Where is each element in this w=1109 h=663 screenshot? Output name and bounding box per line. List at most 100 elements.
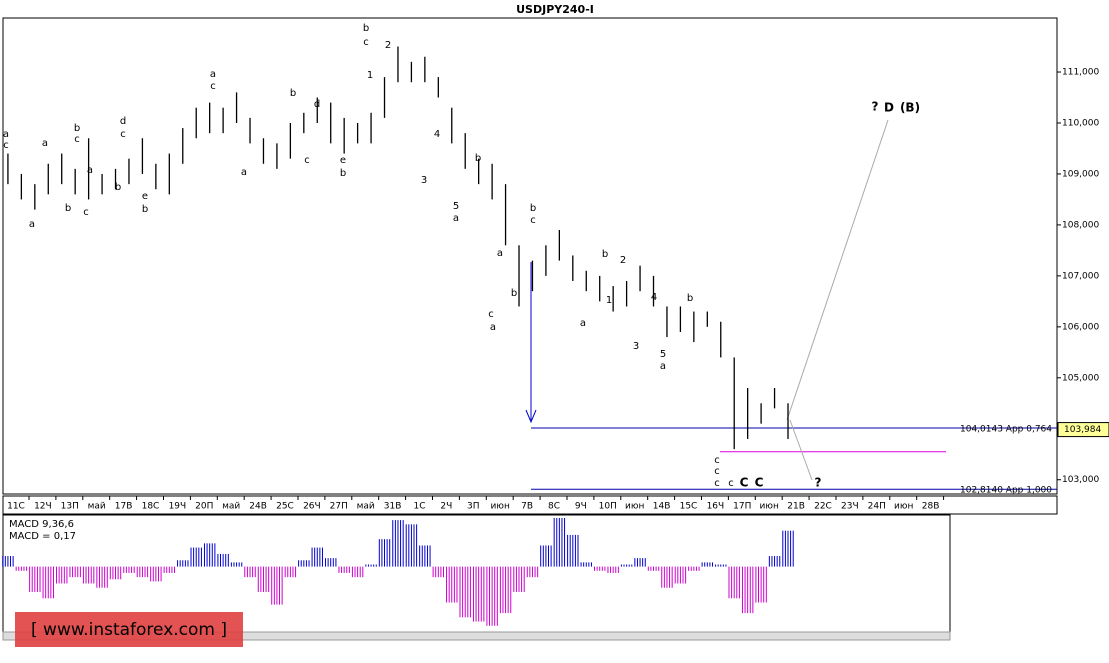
level-label: 104,0143 App 0,764 (960, 425, 1052, 435)
wave-label: 2 (385, 40, 391, 51)
wave-label: 2 (620, 255, 626, 266)
wave-label: 1 (606, 295, 612, 306)
x-tick-label: 28В (922, 502, 940, 512)
wave-label: C (755, 476, 764, 490)
wave-label: c (363, 37, 369, 48)
x-tick-label: 26Ч (303, 502, 321, 512)
arrow-head (525, 409, 537, 424)
watermark: [ www.instaforex.com ] (31, 620, 227, 640)
wave-label: d (314, 99, 320, 110)
x-tick-label: 31В (384, 502, 402, 512)
wave-label: a (42, 138, 48, 149)
x-tick-label: 20П (195, 502, 213, 512)
x-tick-label: 1С (413, 502, 425, 512)
x-tick-label: 13П (61, 502, 79, 512)
x-tick-label: 10П (599, 502, 617, 512)
wave-label: d (120, 116, 126, 127)
x-tick-label: 15С (680, 502, 698, 512)
chart-title: USDJPY240-I (516, 3, 594, 16)
wave-label: b (475, 153, 481, 164)
wave-label: b (115, 182, 121, 193)
wave-label: 3 (633, 341, 639, 352)
macd-value: MACD = 0,17 (9, 531, 76, 542)
x-tick-label: 25С (276, 502, 294, 512)
watermark-box (15, 612, 243, 647)
y-tick-label: 107,000 (1062, 271, 1099, 281)
wave-label: e (340, 155, 346, 166)
y-tick-label: 106,000 (1062, 322, 1099, 332)
date-axis-frame (2, 495, 1058, 515)
wave-label: b (340, 168, 346, 179)
y-tick-label: 108,000 (1062, 220, 1099, 230)
x-tick-label: 18С (142, 502, 160, 512)
wave-label: c (488, 309, 494, 320)
x-tick-label: 19Ч (169, 502, 187, 512)
x-tick-label: 3П (467, 502, 480, 512)
wave-label: c (714, 478, 720, 489)
x-tick-label: 23Ч (841, 502, 859, 512)
x-tick-label: май (357, 502, 375, 512)
wave-label: c (714, 466, 720, 477)
x-tick-label: 17В (115, 502, 133, 512)
wave-label: b (74, 123, 80, 134)
wave-label: C (740, 476, 749, 490)
x-tick-label: 21В (787, 502, 805, 512)
wave-label: c (74, 134, 80, 145)
wave-label: 4 (434, 129, 440, 140)
x-tick-label: 16Ч (707, 502, 725, 512)
wave-label: ? (872, 100, 879, 114)
projection (786, 119, 889, 421)
x-tick-label: 22С (814, 502, 832, 512)
y-tick-label: 109,000 (1062, 169, 1099, 179)
wave-label: c (728, 478, 734, 489)
x-tick-label: 17П (733, 502, 751, 512)
x-tick-label: 14В (653, 502, 671, 512)
wave-label: ? (815, 476, 822, 490)
current-price-box (1057, 422, 1109, 438)
wave-label: c (714, 455, 720, 466)
wave-label: b (687, 293, 693, 304)
x-tick-label: 11С (7, 502, 25, 512)
x-tick-label: июн (491, 502, 510, 512)
x-tick-label: 8С (548, 502, 560, 512)
wave-label: D (884, 101, 894, 115)
wave-label: a (29, 219, 35, 230)
wave-label: 3 (421, 175, 427, 186)
wave-label: 4 (651, 292, 657, 303)
x-tick-label: май (88, 502, 106, 512)
projection (789, 419, 813, 481)
y-tick-label: 111,000 (1062, 68, 1099, 78)
wave-label: b (511, 288, 517, 299)
wave-label: a (87, 165, 93, 176)
wave-label: b (65, 203, 71, 214)
wave-label: b (142, 204, 148, 215)
wave-label: c (210, 81, 216, 92)
tab-strip (2, 631, 951, 641)
x-tick-label: 27П (330, 502, 348, 512)
wave-label: b (290, 88, 296, 99)
current-price-label: 103,984 (1064, 425, 1101, 435)
y-tick-label: 105,000 (1062, 373, 1099, 383)
wave-label: a (3, 129, 9, 140)
wave-label: a (453, 213, 459, 224)
wave-label: b (363, 23, 369, 34)
wave-label: 5 (453, 201, 459, 212)
y-tick-label: 110,000 (1062, 118, 1099, 128)
wave-label: a (580, 318, 586, 329)
wave-label: a (241, 167, 247, 178)
wave-label: b (530, 203, 536, 214)
x-tick-label: июн (760, 502, 779, 512)
x-tick-label: 24В (249, 502, 267, 512)
x-tick-label: 2Ч (440, 502, 452, 512)
wave-label: a (210, 69, 216, 80)
wave-label: c (120, 129, 126, 140)
x-tick-label: июн (625, 502, 644, 512)
x-tick-label: 9Ч (575, 502, 587, 512)
wave-label: c (83, 207, 89, 218)
wave-label: c (3, 140, 9, 151)
wave-label: 5 (660, 349, 666, 360)
price-frame (2, 17, 1058, 495)
x-tick-label: 12Ч (34, 502, 52, 512)
x-tick-label: май (222, 502, 240, 512)
